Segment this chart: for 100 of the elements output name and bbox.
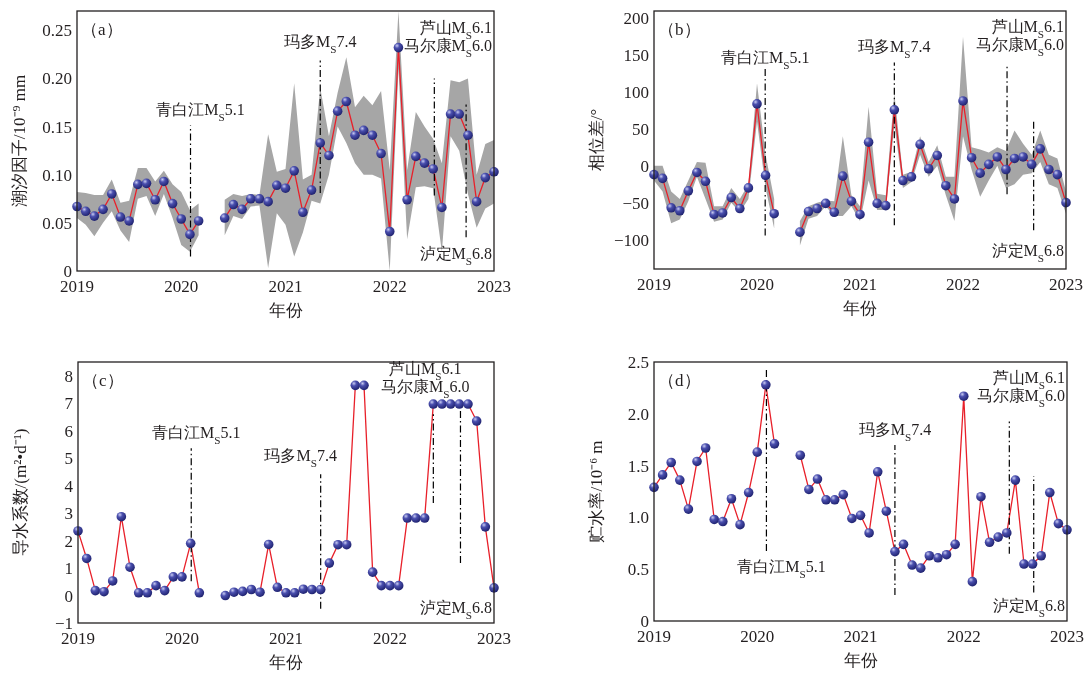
point [454, 109, 465, 119]
point [89, 211, 100, 221]
point [752, 99, 762, 109]
point [692, 456, 702, 467]
point [237, 204, 247, 215]
point [229, 587, 239, 598]
point [115, 212, 126, 222]
point [419, 158, 430, 168]
point [1035, 144, 1046, 154]
point [219, 213, 230, 223]
y-tick-label: 0 [640, 156, 649, 176]
point [289, 166, 299, 176]
x-tick-label: 2020 [164, 277, 199, 296]
x-tick-label: 2022 [946, 275, 980, 294]
point [803, 206, 814, 217]
point [666, 203, 676, 213]
point [107, 576, 118, 586]
point [726, 493, 737, 504]
point [133, 587, 144, 598]
point [683, 186, 694, 196]
y-tick-label: 0.15 [42, 117, 72, 137]
point [384, 226, 395, 237]
point [1044, 164, 1054, 175]
point [315, 584, 326, 595]
point [185, 538, 196, 549]
point [255, 587, 265, 598]
point [984, 537, 995, 548]
point [674, 205, 685, 216]
x-tick-label: 2022 [372, 277, 407, 296]
point [272, 582, 283, 593]
point [176, 214, 187, 224]
point [743, 183, 754, 193]
x-tick-label: 2023 [1050, 627, 1084, 646]
point [385, 580, 395, 591]
point [915, 563, 926, 573]
point [933, 553, 943, 563]
text: （b） [658, 20, 701, 39]
point [359, 380, 369, 391]
point [193, 216, 204, 226]
y-tick-label: 150 [623, 46, 649, 66]
point [480, 172, 491, 183]
point [298, 584, 309, 595]
point [743, 487, 754, 498]
point [280, 183, 291, 193]
ref-line-label: 青白江M$_{S}$5.1 [737, 557, 826, 580]
ref-line-label: 玛多M$_{S}$7.4 [858, 420, 932, 443]
point [975, 168, 985, 178]
point [949, 194, 960, 204]
y-tick-label: 1.5 [627, 456, 649, 476]
y-tick-label: 2.5 [627, 353, 649, 372]
x-tick-label: 2023 [477, 629, 511, 648]
point [428, 399, 439, 409]
point [1044, 487, 1055, 498]
point [437, 202, 447, 213]
point [821, 494, 831, 505]
point [726, 192, 737, 203]
point [324, 150, 334, 161]
point [341, 539, 352, 550]
point [683, 504, 694, 514]
point [769, 439, 780, 449]
point [341, 96, 352, 107]
y-tick-label: 0 [64, 586, 73, 606]
point [735, 519, 745, 530]
ref-line-label: 青白江M$_{S}$5.1 [152, 423, 241, 446]
point [315, 138, 326, 148]
point [116, 511, 127, 522]
point [471, 416, 482, 426]
point [150, 194, 160, 205]
y-tick-label: 0.10 [42, 165, 72, 185]
point [151, 580, 161, 591]
point [419, 513, 430, 523]
point [718, 516, 728, 527]
point [666, 457, 677, 468]
ref-line-label: 芦山M$_{S}$6.1 马尔康M$_{S}$6.0 [975, 17, 1064, 58]
point [966, 152, 977, 163]
text: （c） [82, 371, 124, 390]
point [804, 484, 814, 495]
point [950, 539, 960, 550]
point [863, 137, 874, 148]
point [1019, 559, 1029, 569]
x-tick-label: 2023 [477, 277, 511, 296]
y-axis-title: 潮汐因子/10⁻⁹ mm [10, 74, 29, 208]
ref-line-label: 玛多M$_{S}$7.4 [284, 33, 357, 56]
point [812, 203, 822, 214]
point [958, 96, 968, 106]
point [812, 474, 823, 484]
y-axis-title: 相位差/° [587, 108, 606, 172]
point [281, 587, 291, 598]
x-tick-label: 2020 [740, 275, 774, 294]
point [80, 206, 91, 217]
x-tick-label: 2021 [843, 275, 877, 294]
point [829, 494, 840, 505]
point [228, 199, 239, 210]
point [795, 450, 806, 461]
point [411, 513, 421, 523]
point [263, 539, 274, 550]
point [657, 470, 668, 480]
point [760, 170, 771, 181]
point [263, 196, 273, 207]
point [98, 204, 108, 215]
